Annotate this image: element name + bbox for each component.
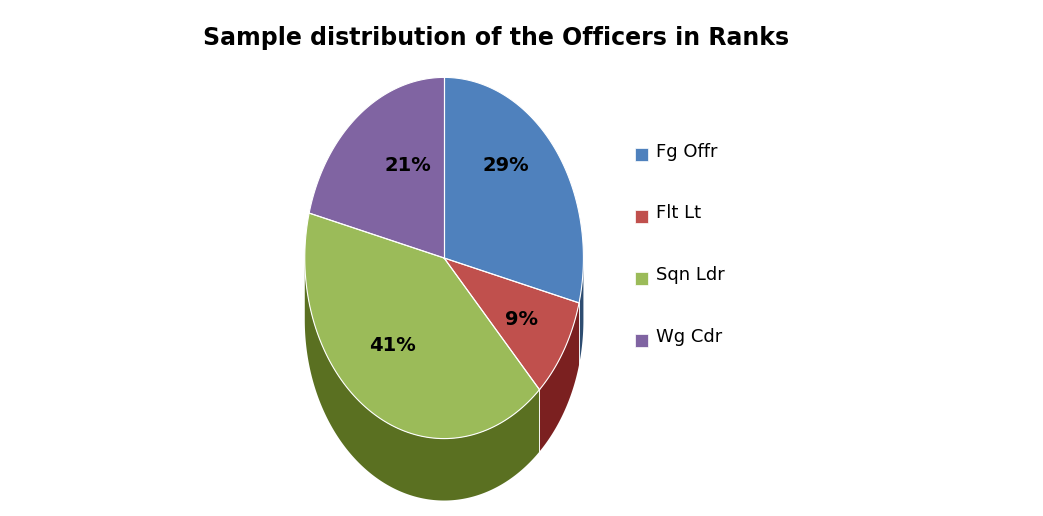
Polygon shape bbox=[444, 77, 583, 303]
Polygon shape bbox=[305, 259, 539, 501]
Polygon shape bbox=[309, 77, 444, 258]
Text: 29%: 29% bbox=[483, 156, 530, 174]
Text: 9%: 9% bbox=[505, 311, 538, 329]
Polygon shape bbox=[539, 303, 579, 452]
Polygon shape bbox=[444, 258, 579, 390]
FancyBboxPatch shape bbox=[635, 149, 648, 161]
FancyBboxPatch shape bbox=[635, 211, 648, 223]
Text: 41%: 41% bbox=[369, 336, 416, 355]
Polygon shape bbox=[579, 259, 583, 365]
Text: 21%: 21% bbox=[385, 156, 432, 174]
Text: Sample distribution of the Officers in Ranks: Sample distribution of the Officers in R… bbox=[202, 26, 789, 50]
Text: Wg Cdr: Wg Cdr bbox=[656, 328, 722, 346]
Text: Fg Offr: Fg Offr bbox=[656, 142, 718, 160]
Polygon shape bbox=[305, 213, 539, 439]
Text: Sqn Ldr: Sqn Ldr bbox=[656, 266, 725, 284]
FancyBboxPatch shape bbox=[635, 272, 648, 285]
Text: Flt Lt: Flt Lt bbox=[656, 204, 701, 222]
FancyBboxPatch shape bbox=[635, 334, 648, 347]
